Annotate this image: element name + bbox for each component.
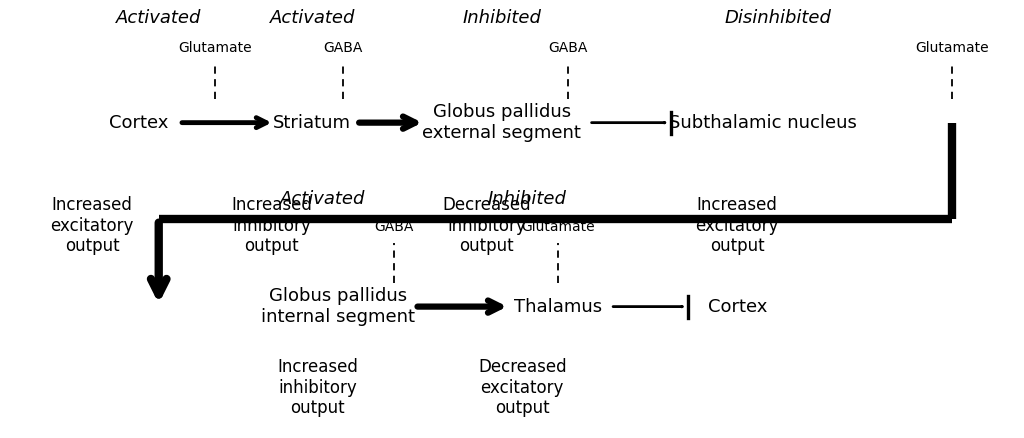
Text: GABA: GABA bbox=[375, 220, 414, 234]
Text: Cortex: Cortex bbox=[109, 113, 168, 132]
Text: Cortex: Cortex bbox=[708, 297, 767, 316]
Text: GABA: GABA bbox=[549, 41, 588, 55]
Text: Activated: Activated bbox=[280, 190, 366, 208]
Text: Inhibited: Inhibited bbox=[462, 8, 542, 27]
Text: Thalamus: Thalamus bbox=[514, 297, 602, 316]
Text: GABA: GABA bbox=[324, 41, 362, 55]
Text: Glutamate: Glutamate bbox=[521, 220, 595, 234]
Text: Striatum: Striatum bbox=[273, 113, 351, 132]
Text: Globus pallidus
external segment: Globus pallidus external segment bbox=[422, 103, 582, 142]
Text: Decreased
excitatory
output: Decreased excitatory output bbox=[478, 358, 566, 417]
Text: Increased
excitatory
output: Increased excitatory output bbox=[695, 196, 779, 255]
Text: Increased
inhibitory
output: Increased inhibitory output bbox=[278, 358, 357, 417]
Text: Inhibited: Inhibited bbox=[487, 190, 567, 208]
Text: Globus pallidus
internal segment: Globus pallidus internal segment bbox=[261, 287, 415, 326]
Text: Activated: Activated bbox=[269, 8, 355, 27]
Text: Activated: Activated bbox=[116, 8, 202, 27]
Text: Increased
excitatory
output: Increased excitatory output bbox=[50, 196, 134, 255]
Text: Disinhibited: Disinhibited bbox=[725, 8, 831, 27]
Text: Decreased
inhibitory
output: Decreased inhibitory output bbox=[442, 196, 530, 255]
Text: Subthalamic nucleus: Subthalamic nucleus bbox=[669, 113, 857, 132]
Text: Increased
inhibitory
output: Increased inhibitory output bbox=[231, 196, 311, 255]
Text: Glutamate: Glutamate bbox=[915, 41, 989, 55]
Text: Glutamate: Glutamate bbox=[178, 41, 252, 55]
